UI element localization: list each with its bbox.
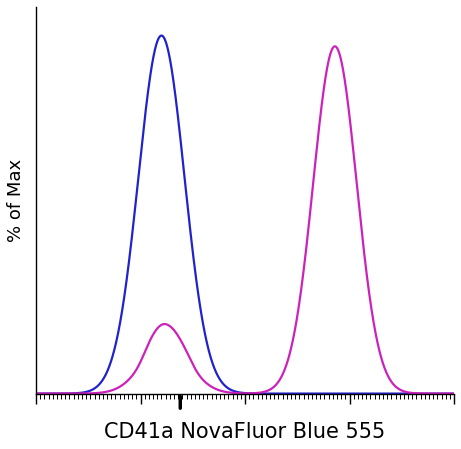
X-axis label: CD41a NovaFluor Blue 555: CD41a NovaFluor Blue 555 xyxy=(105,422,386,442)
Y-axis label: % of Max: % of Max xyxy=(7,158,25,242)
